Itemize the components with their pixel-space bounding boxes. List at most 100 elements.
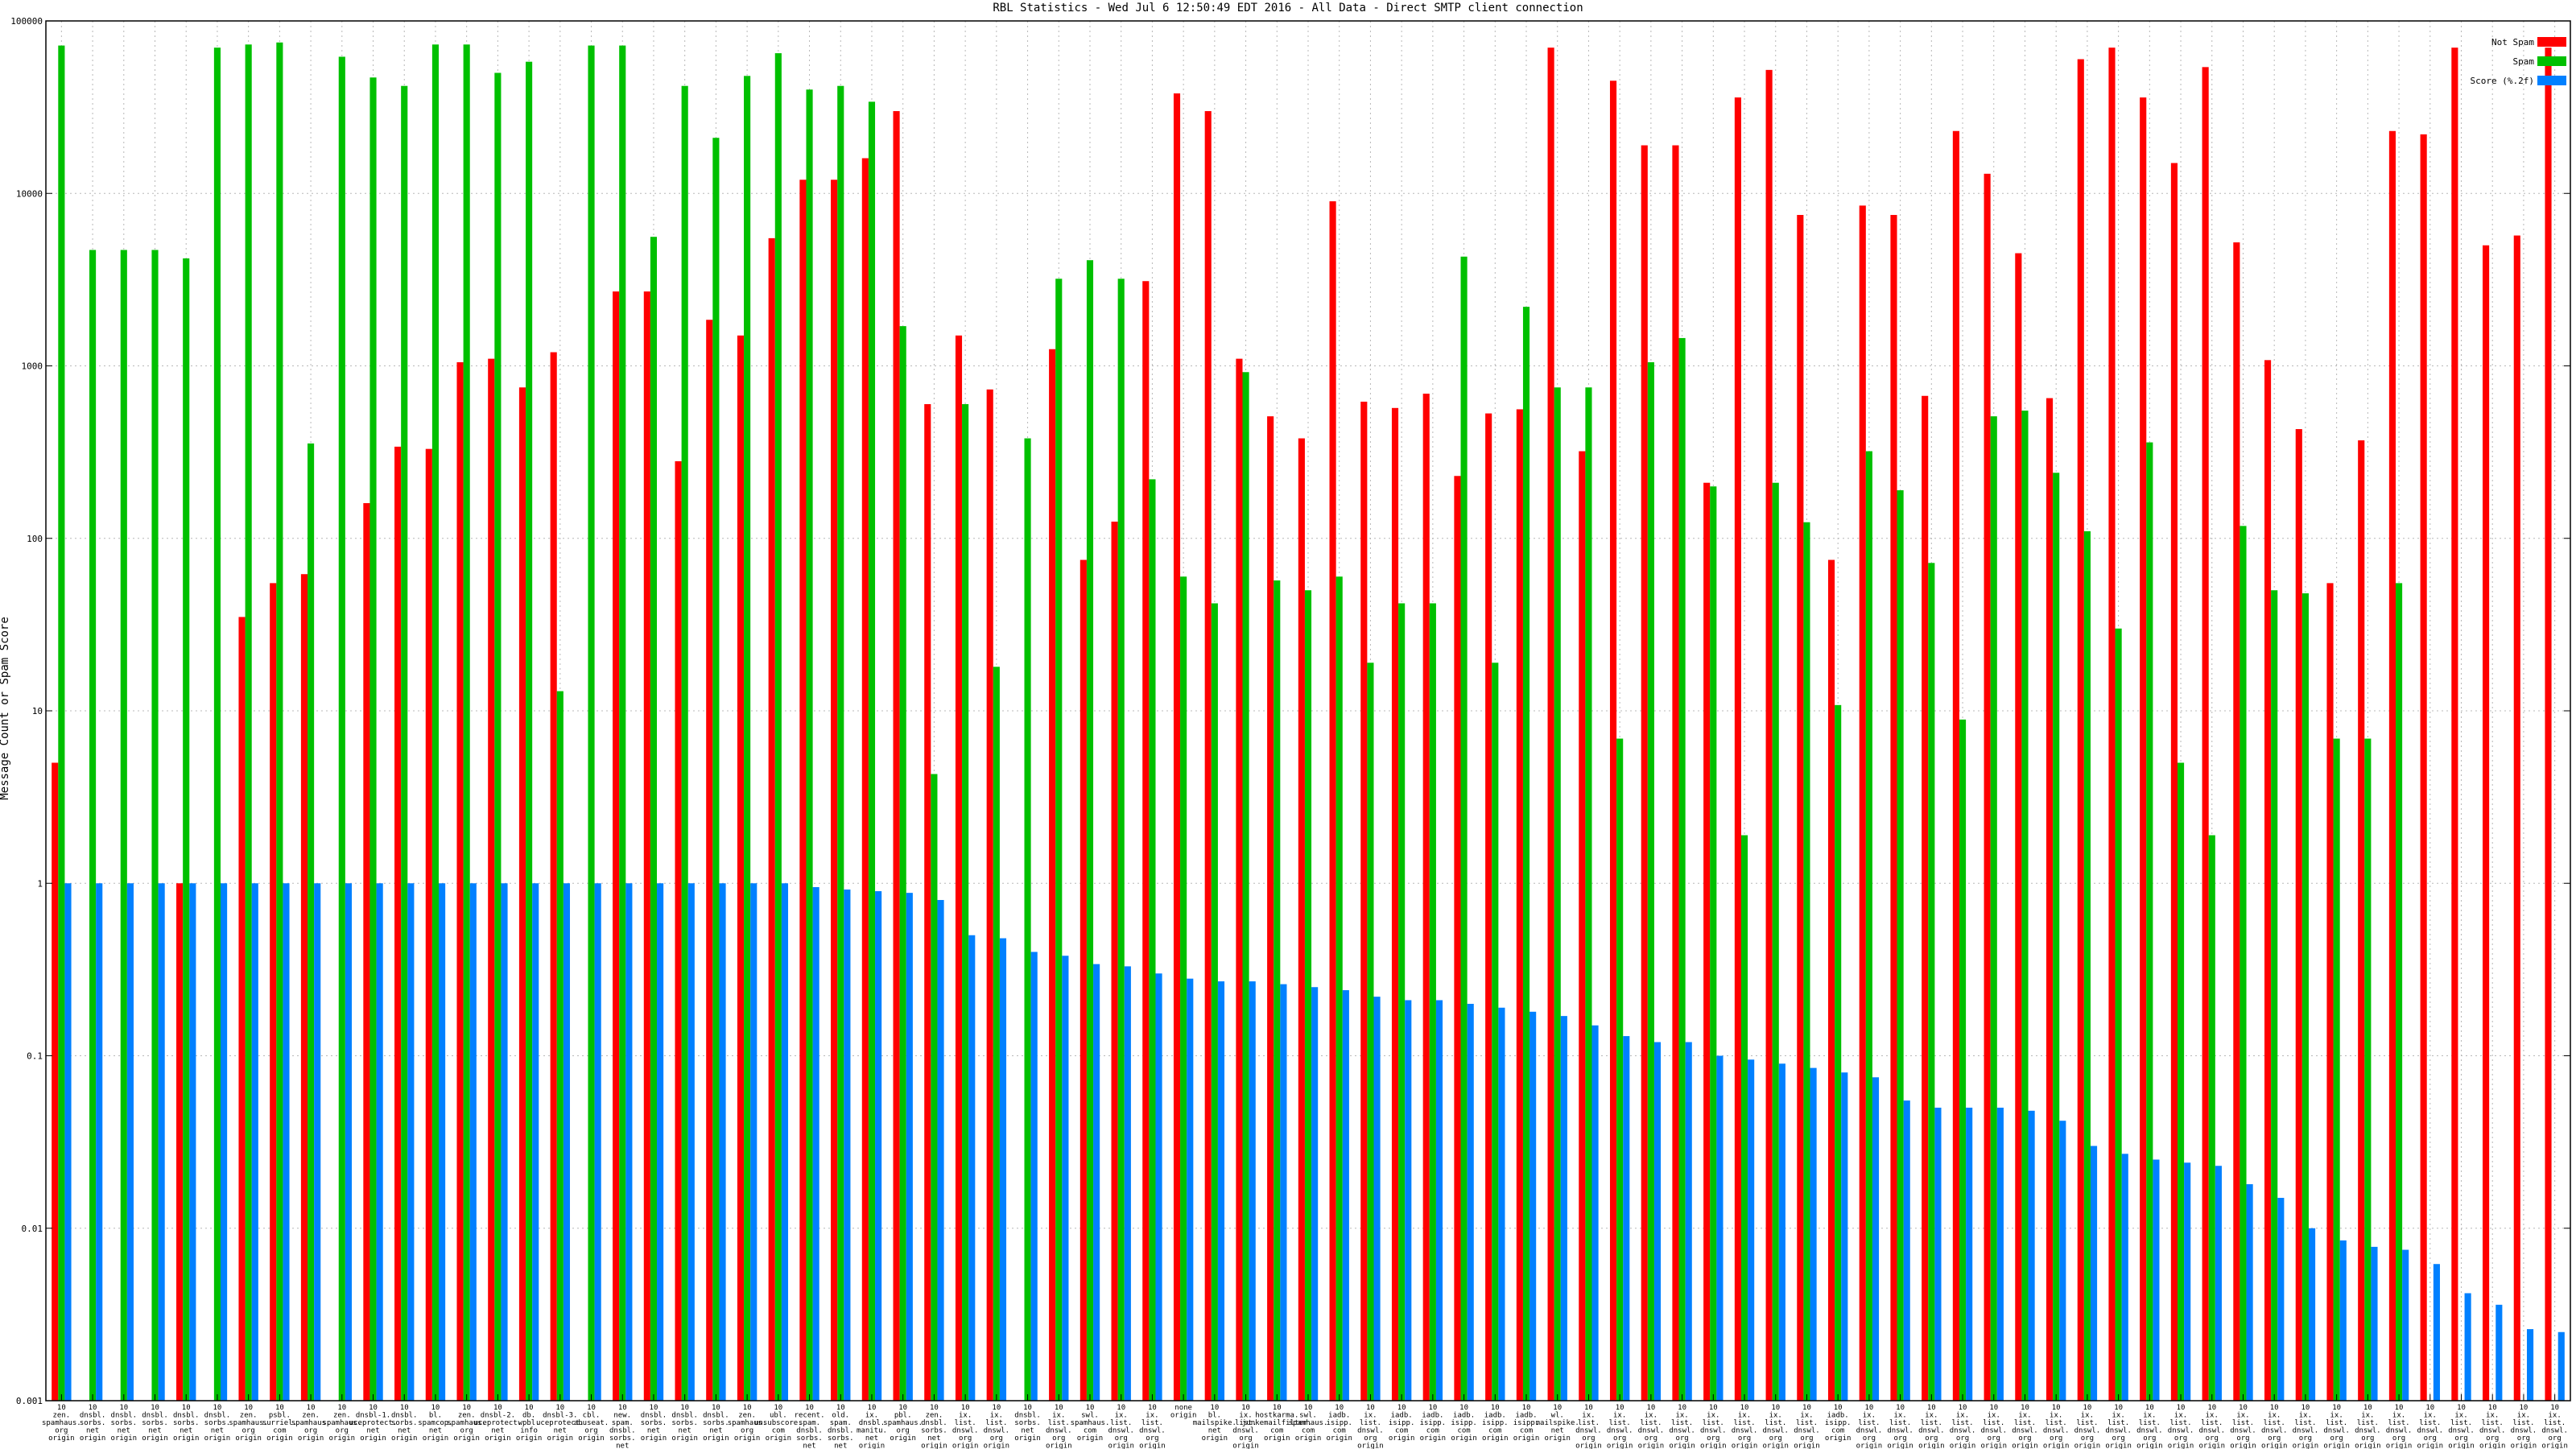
bar-score <box>1062 956 1069 1401</box>
x-tick-label-line: dnswl. <box>2386 1427 2413 1435</box>
x-tick-label-line: com <box>1395 1427 1408 1435</box>
x-tick-label-line: ix. <box>2424 1412 2437 1420</box>
bars <box>52 42 2565 1402</box>
bar-not-spam <box>1703 482 1711 1401</box>
bar-spam <box>2395 583 2403 1401</box>
x-tick-label-line: ix. <box>2143 1412 2156 1420</box>
x-tick-label-line: 10 <box>213 1404 222 1412</box>
bar-score <box>2557 1331 2565 1401</box>
x-tick-label-line: net <box>679 1427 691 1435</box>
x-tick-label-line: iadb. <box>1422 1412 1443 1420</box>
x-tick-label-line: 10 <box>1553 1404 1562 1412</box>
bar-score <box>501 883 508 1401</box>
bar-not-spam <box>893 111 900 1402</box>
bar-not-spam <box>2326 583 2334 1401</box>
x-tick-label-line: origin <box>1918 1443 1945 1449</box>
bar-not-spam <box>1516 409 1523 1402</box>
x-tick-label: 10 ix. list. dnswl. org origin <box>984 1404 1010 1449</box>
x-tick-label-line: ix. <box>2236 1412 2249 1420</box>
x-tick-label-line: 10 <box>1117 1404 1125 1412</box>
x-tick-label-line: sorbs. <box>703 1419 729 1427</box>
x-tick-label-line: spamhaus. <box>1289 1419 1328 1427</box>
bar-not-spam <box>2170 163 2178 1401</box>
bar-score <box>2433 1264 2440 1401</box>
x-tick-label-line: ix. <box>2081 1412 2094 1420</box>
x-tick-label-line: none <box>1174 1404 1192 1412</box>
x-tick-label-line: db. <box>522 1412 535 1420</box>
bar-score <box>2215 1166 2222 1401</box>
bar-score <box>1841 1072 1848 1401</box>
x-tick-label-line: zen. <box>738 1412 756 1420</box>
x-tick-label-line: dnswl. <box>1950 1427 1976 1435</box>
x-tick-label-line: list. <box>955 1419 976 1427</box>
bar-score <box>844 890 851 1401</box>
x-tick-label: 10 ix. list. dnswl. org origin <box>1108 1404 1134 1449</box>
bar-spam <box>526 61 533 1402</box>
x-tick-label-line: origin <box>1232 1443 1259 1449</box>
x-tick-label-line: iadb. <box>1827 1412 1849 1420</box>
x-tick-label: 10 ix. list. dnswl. org origin <box>1887 1404 1913 1449</box>
x-tick-label-line: list. <box>2201 1419 2223 1427</box>
legend-swatch <box>2537 76 2566 85</box>
x-tick-label-line: org <box>1925 1435 1938 1443</box>
x-tick-label-line: ix. <box>2206 1412 2219 1420</box>
bar-score <box>2402 1249 2409 1401</box>
x-tick-label: 10 iadb. isipp. com origin <box>1326 1404 1352 1443</box>
x-tick-label-line: 10 <box>89 1404 97 1412</box>
bar-spam <box>1149 479 1156 1401</box>
x-tick-label: 10 ix. list. dnswl. org origin <box>2386 1404 2413 1449</box>
x-tick-label-line: origin <box>266 1435 293 1443</box>
x-tick-label-line: net <box>398 1427 411 1435</box>
bar-spam <box>1117 279 1125 1401</box>
bar-not-spam <box>1734 97 1741 1402</box>
x-tick-label-line: origin <box>1825 1435 1852 1443</box>
x-tick-label-line: list. <box>2170 1419 2192 1427</box>
x-tick-label: 10 ix. list. dnswl. org origin <box>1918 1404 1945 1449</box>
x-tick-label-line: 10 <box>119 1404 128 1412</box>
bar-not-spam <box>2108 47 2116 1401</box>
x-tick-label: 10 zen. dnsbl. sorbs. net origin <box>921 1404 947 1449</box>
plot-frame <box>45 20 2571 1402</box>
x-tick-label: 10 dnsbl. sorbs. net origin <box>142 1404 168 1443</box>
bar-score <box>1966 1107 1973 1401</box>
bar-not-spam <box>518 387 526 1402</box>
y-tick-label: 0.01 <box>22 1224 43 1234</box>
x-tick-label-line: bl. <box>1208 1412 1221 1420</box>
bar-not-spam <box>1797 215 1804 1402</box>
x-tick-label-line: dnswl. <box>2511 1427 2537 1435</box>
x-tick-label-line: origin <box>1326 1435 1352 1443</box>
bar-score <box>532 883 539 1401</box>
bar-score <box>1778 1063 1785 1401</box>
bar-not-spam <box>613 291 620 1401</box>
bar-score <box>1748 1059 1755 1401</box>
x-tick-label-line: ix. <box>1769 1412 1782 1420</box>
x-tick-label-line: dnsbl. <box>204 1412 231 1420</box>
x-tick-label-line: origin <box>641 1435 667 1443</box>
x-tick-label-line: origin <box>2323 1443 2350 1449</box>
x-tick-label-line: origin <box>1077 1435 1104 1443</box>
y-tick-label: 1 <box>37 878 43 889</box>
bar-spam <box>213 47 221 1401</box>
x-tick-label-line: origin <box>391 1435 418 1443</box>
y-tick-label: 100000 <box>10 16 43 27</box>
bar-not-spam <box>488 358 495 1402</box>
bar-not-spam <box>1952 130 1959 1402</box>
bar-spam <box>1835 704 1842 1401</box>
x-tick-label-line: dnswl. <box>952 1427 979 1435</box>
x-tick-label-line: ix. <box>2454 1412 2467 1420</box>
bar-spam <box>89 250 97 1401</box>
bar-not-spam <box>394 446 402 1401</box>
x-tick-label-line: list. <box>2014 1419 2036 1427</box>
x-tick-label-line: sorbs. <box>1014 1419 1041 1427</box>
x-tick-label-line: spamhaus. <box>322 1419 361 1427</box>
x-tick-label-line: 10 <box>680 1404 689 1412</box>
bar-spam <box>681 85 688 1401</box>
x-tick-label-line: abuseat. <box>574 1419 609 1427</box>
x-tick-label: 10 ix. list. dnswl. org origin <box>1607 1404 1633 1449</box>
bar-not-spam <box>2015 253 2022 1402</box>
x-tick-label-line: dnswl. <box>2355 1427 2381 1435</box>
x-tick-label-line: net <box>491 1427 504 1435</box>
